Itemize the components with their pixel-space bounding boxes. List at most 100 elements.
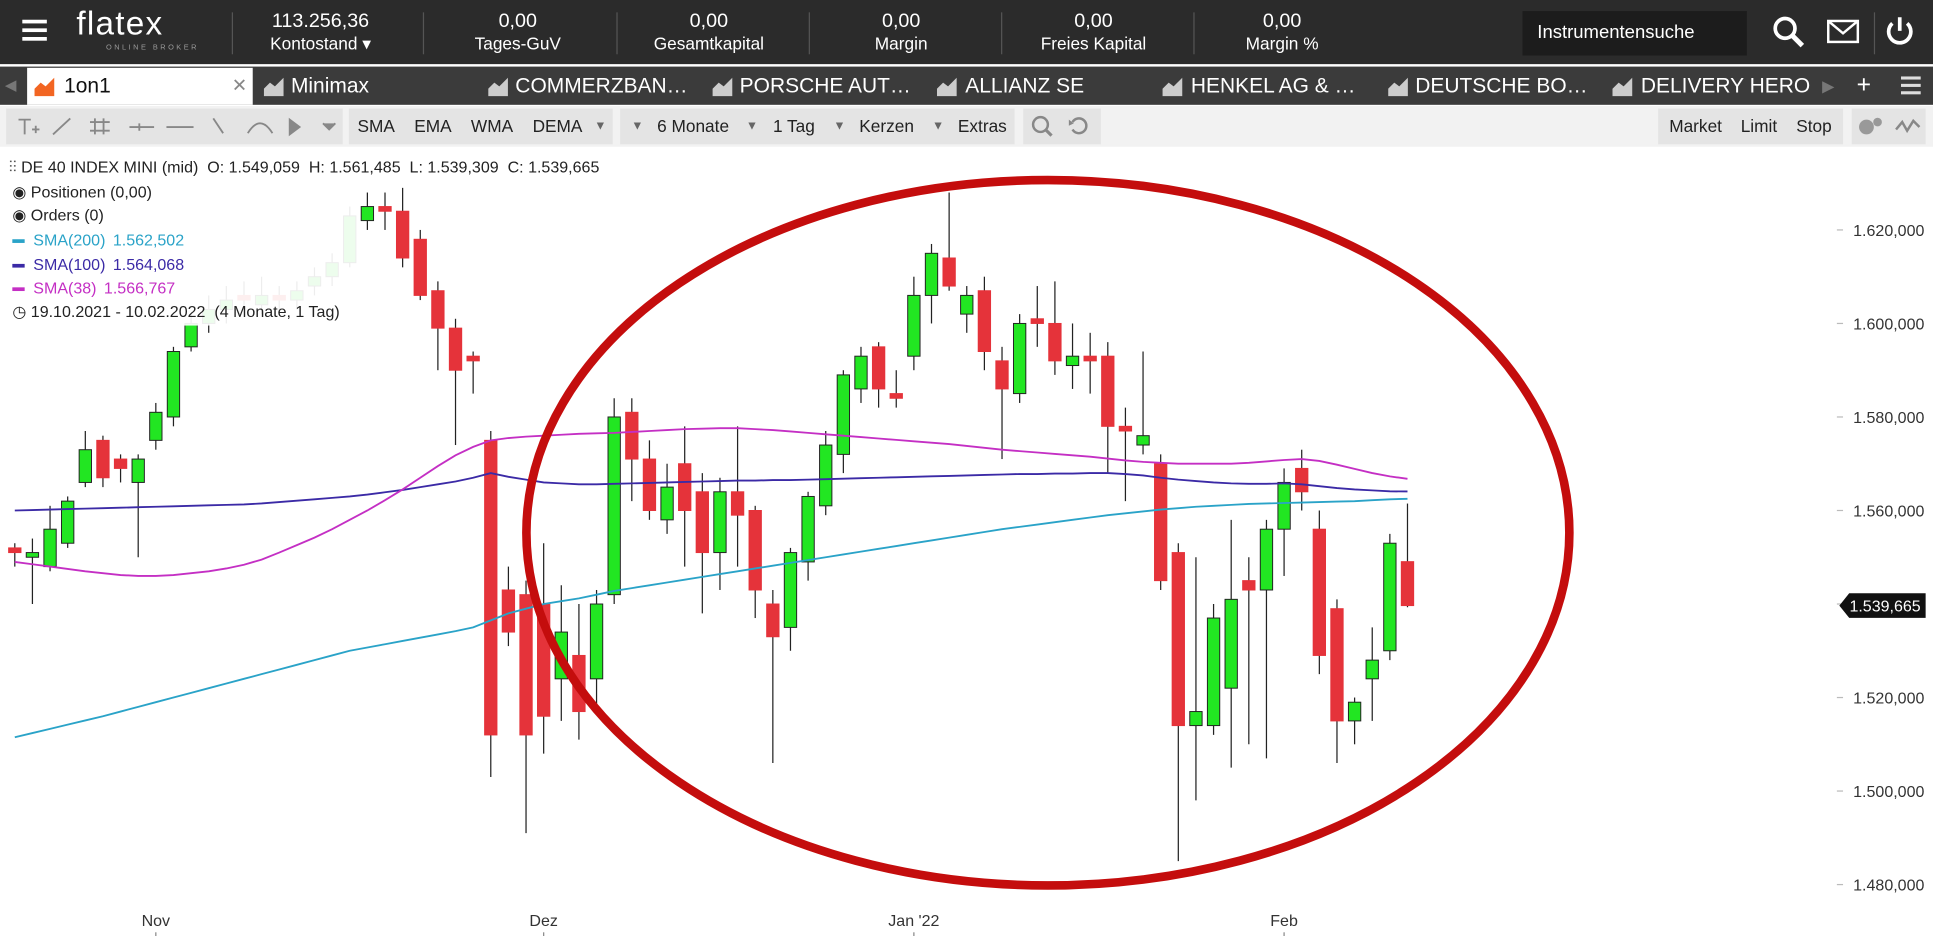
tab-menu[interactable] xyxy=(1900,74,1923,96)
candle-body xyxy=(1065,355,1080,367)
logo[interactable]: flatex xyxy=(76,4,164,42)
separator xyxy=(1001,12,1003,55)
tab[interactable]: PORSCHE AUT… xyxy=(739,73,911,98)
sma-line xyxy=(14,497,1408,739)
candle-body xyxy=(61,500,75,544)
candle-body xyxy=(801,495,815,563)
stat: 0,00 Margin xyxy=(809,10,994,54)
candle-body xyxy=(766,603,780,638)
legend-item[interactable]: SMA(100) 1.564,068 xyxy=(12,252,184,275)
chart-icon xyxy=(1162,77,1183,97)
legend-item[interactable]: ◉ Positionen (0,00) xyxy=(12,182,152,202)
candle-body xyxy=(1224,598,1238,689)
legend-backdrop xyxy=(0,155,358,326)
indicator-button[interactable]: SMA xyxy=(357,115,395,136)
order-button[interactable]: Limit xyxy=(1740,115,1778,136)
tab-icon xyxy=(1388,76,1410,97)
stat-value: 0,00 xyxy=(689,11,729,33)
power-icon[interactable] xyxy=(1882,15,1917,50)
tab[interactable]: DEUTSCHE BO… xyxy=(1415,73,1588,98)
chart-icon xyxy=(488,77,508,97)
candle-body xyxy=(660,486,674,521)
chart-title: DE 40 INDEX MINI (mid) xyxy=(21,157,199,177)
dropdown-arrow[interactable]: ▼ xyxy=(631,119,644,134)
extras-button[interactable]: Extras xyxy=(957,115,1007,136)
candle-body xyxy=(1330,608,1344,722)
style-select[interactable]: Kerzen xyxy=(859,115,914,136)
candle-body xyxy=(960,294,974,315)
stat-value: 0,00 xyxy=(498,11,537,33)
tab[interactable]: 1on1 xyxy=(64,73,111,98)
indicator-button[interactable]: DEMA xyxy=(532,115,583,136)
stat-value: 0,00 xyxy=(1074,11,1113,33)
candle-body xyxy=(1101,355,1115,427)
candle-body xyxy=(889,393,903,399)
tab[interactable]: DELIVERY HERO xyxy=(1640,73,1811,98)
legend-item[interactable]: SMA(38) 1.566,767 xyxy=(12,276,175,299)
scroll-right[interactable]: ▶ xyxy=(1822,76,1835,95)
candle-body xyxy=(501,589,516,633)
zoom-icons[interactable] xyxy=(1023,109,1101,145)
legend-item[interactable]: SMA(200) 1.562,502 xyxy=(12,228,184,251)
tab-bar: ◀ 1on1 Minimax COMMERZBAN… PORSCHE AUT… ALLI… xyxy=(0,66,1933,105)
legend-text: Orders (0) xyxy=(30,205,104,225)
candle-body xyxy=(1012,322,1027,395)
stat-value: 0,00 xyxy=(881,11,921,33)
order-button[interactable]: Market xyxy=(1669,115,1722,136)
close-tab[interactable]: ✕ xyxy=(231,75,248,97)
candle-body xyxy=(1171,552,1185,727)
legend-text: 19.10.2021 - 10.02.2022 xyxy=(30,302,206,321)
candle-body xyxy=(625,411,639,460)
scroll-left[interactable]: ◀ xyxy=(4,76,17,94)
dropdown-arrow[interactable]: ▼ xyxy=(931,119,945,134)
period-select[interactable]: 6 Monate xyxy=(657,115,730,136)
mail-icon[interactable] xyxy=(1827,18,1862,45)
drawing-tools[interactable] xyxy=(6,108,343,145)
ohlc-label: C: 1.539,665 xyxy=(507,157,600,177)
candle-body xyxy=(360,206,375,222)
price-tag xyxy=(1839,593,1926,618)
candle-body xyxy=(166,351,181,418)
legend-swatch xyxy=(12,263,25,268)
add-tab[interactable]: + xyxy=(1856,71,1872,99)
candle-body xyxy=(1189,711,1203,727)
dropdown-arrow[interactable]: ▼ xyxy=(594,119,607,134)
tab[interactable]: Minimax xyxy=(290,73,369,98)
candle-body xyxy=(519,594,533,736)
ohlc-label: H: 1.561,485 xyxy=(308,157,401,177)
candle-body xyxy=(995,360,1009,390)
stat-label-text: Kontostand xyxy=(270,33,358,54)
candle-body xyxy=(113,458,128,469)
chart-icon xyxy=(1612,77,1633,97)
tab[interactable]: HENKEL AG & … xyxy=(1190,73,1356,98)
candle-body xyxy=(607,416,621,596)
search-box[interactable]: Instrumentensuche xyxy=(1522,11,1747,56)
indicator-button[interactable]: WMA xyxy=(470,115,514,136)
dropdown-arrow[interactable]: ▼ xyxy=(833,119,846,134)
annotation-ellipse xyxy=(522,175,1574,890)
x-tick-label: Nov xyxy=(142,912,170,930)
candle-body xyxy=(1154,463,1168,582)
interval-select[interactable]: 1 Tag xyxy=(772,115,815,136)
legend-swatch xyxy=(12,239,25,244)
order-button[interactable]: Stop xyxy=(1796,115,1832,136)
search-icon[interactable] xyxy=(1772,15,1807,50)
indicator-button[interactable]: EMA xyxy=(414,115,452,136)
candle-body xyxy=(25,552,40,558)
active-tab[interactable] xyxy=(27,67,253,105)
stat-label[interactable]: Kontostand ▾ xyxy=(270,33,371,54)
chart: 1.480,0001.500,0001.520,0001.540,0001.56… xyxy=(8,175,1926,936)
tab[interactable]: COMMERZBAN… xyxy=(515,73,688,98)
dropdown-arrow[interactable]: ▼ xyxy=(745,119,759,134)
stat-value: 0,00 xyxy=(1262,11,1302,33)
separator xyxy=(616,12,618,55)
y-tick-label: 1.480,000 xyxy=(1853,877,1924,895)
legend-item[interactable]: ◉ Orders (0) xyxy=(12,205,104,225)
stat: 0,00 Margin % xyxy=(1190,10,1375,54)
menu-icon[interactable] xyxy=(22,17,49,44)
settings-group[interactable] xyxy=(1851,108,1926,145)
ohlc-icon: ⫶⫶ xyxy=(8,157,22,177)
stat: 0,00 Freies Kapital xyxy=(1001,10,1186,54)
candle-body xyxy=(1242,580,1256,591)
tab[interactable]: ALLIANZ SE xyxy=(965,73,1085,98)
